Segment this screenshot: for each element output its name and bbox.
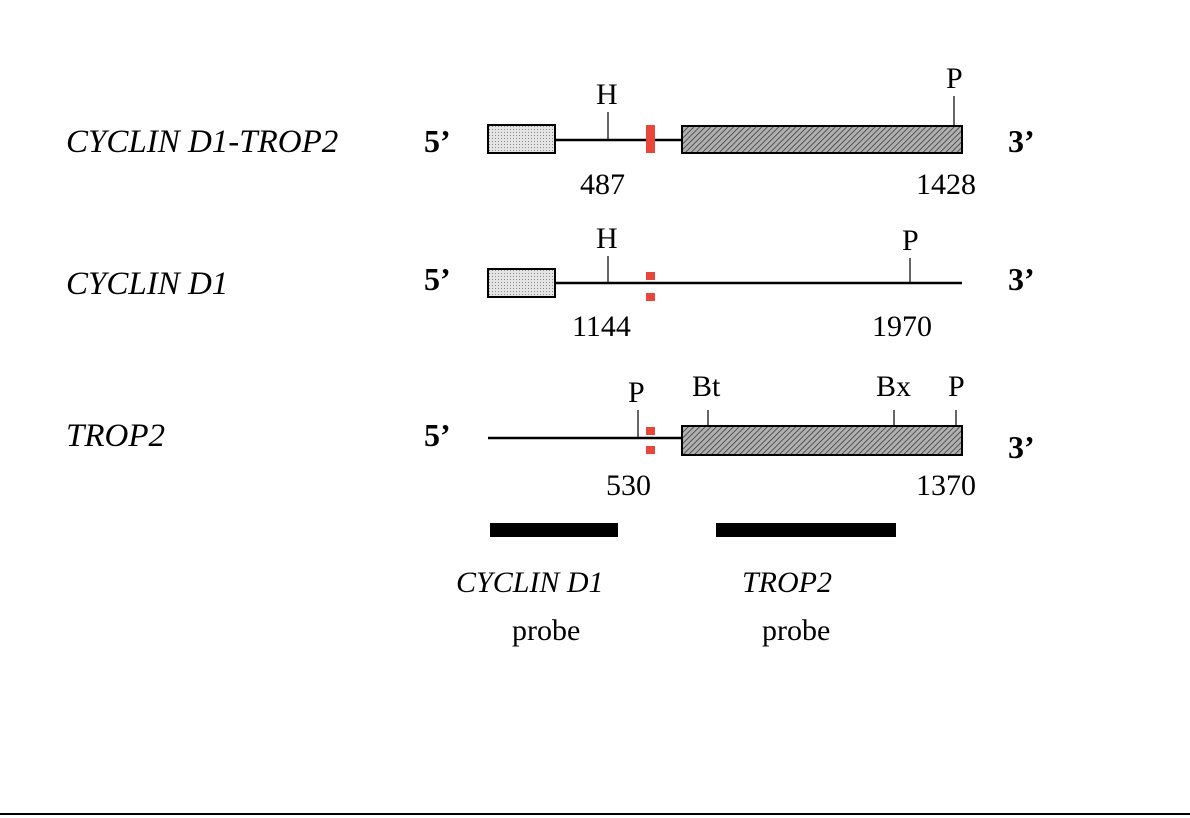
three-prime-label: 3’ bbox=[1008, 429, 1035, 465]
position-label: 1428 bbox=[916, 168, 976, 201]
gene-name-cyclin-d1: CYCLIN D1 bbox=[66, 266, 228, 302]
cyclin-d1-exon-box bbox=[487, 268, 556, 298]
five-prime-label: 5’ bbox=[424, 261, 451, 297]
position-label: 530 bbox=[606, 469, 651, 502]
cyclin-d1-probe-bar bbox=[490, 523, 618, 537]
three-prime-label: 3’ bbox=[1008, 123, 1035, 159]
junction-marker bbox=[646, 427, 655, 435]
three-prime-label: 3’ bbox=[1008, 261, 1035, 297]
position-label: 1970 bbox=[872, 310, 932, 343]
position-label: 1370 bbox=[916, 469, 976, 502]
trop2-probe-label: probe bbox=[762, 614, 830, 647]
site-label-p: P bbox=[902, 224, 919, 257]
cyclin-d1-exon-box bbox=[487, 124, 556, 154]
site-label-p: P bbox=[628, 376, 645, 409]
site-label-p: P bbox=[948, 370, 965, 403]
junction-marker bbox=[646, 125, 655, 153]
probes: CYCLIN D1 probe TROP2 probe bbox=[456, 523, 896, 647]
site-label-p: P bbox=[946, 62, 963, 95]
cyclin-d1-probe-label: probe bbox=[512, 614, 580, 647]
five-prime-label: 5’ bbox=[424, 123, 451, 159]
gene-name-trop2: TROP2 bbox=[66, 418, 165, 454]
junction-marker bbox=[646, 293, 655, 301]
site-label-h: H bbox=[596, 222, 618, 255]
site-label-bt: Bt bbox=[692, 370, 721, 403]
trop2-exon-box bbox=[681, 425, 963, 456]
gene-name-cyclin-d1-trop2: CYCLIN D1-TROP2 bbox=[66, 124, 338, 160]
junction-marker bbox=[646, 272, 655, 280]
row-cyclin-d1-trop2: CYCLIN D1-TROP2 5’ H P 487 1428 3’ bbox=[66, 62, 1035, 201]
junction-marker bbox=[646, 446, 655, 454]
five-prime-label: 5’ bbox=[424, 417, 451, 453]
trop2-probe-name: TROP2 bbox=[742, 566, 832, 599]
site-label-h: H bbox=[596, 78, 618, 111]
site-label-bx: Bx bbox=[876, 370, 911, 403]
trop2-probe-bar bbox=[716, 523, 896, 537]
row-trop2: TROP2 5’ P Bt Bx P 530 1370 3’ bbox=[66, 370, 1035, 502]
cyclin-d1-probe-name: CYCLIN D1 bbox=[456, 566, 604, 599]
position-label: 487 bbox=[580, 168, 625, 201]
trop2-exon-box bbox=[681, 125, 963, 154]
row-cyclin-d1: CYCLIN D1 5’ H P 1144 1970 3’ bbox=[66, 222, 1035, 343]
position-label: 1144 bbox=[572, 310, 631, 343]
